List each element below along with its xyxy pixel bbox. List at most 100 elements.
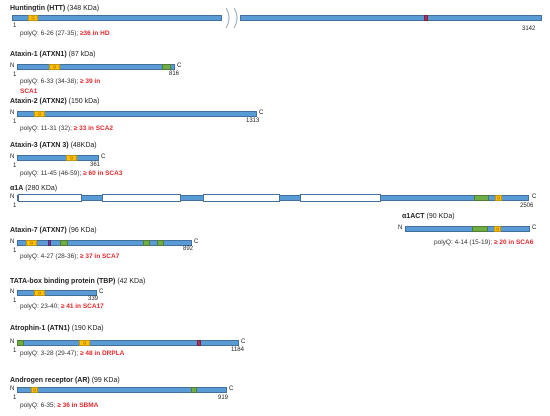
- atn1-title: Atrophin-1 (ATN1) (190 KDa): [10, 324, 104, 333]
- atxn1-c-end-label: 816: [169, 71, 180, 77]
- atxn2-n-terminus: N: [10, 110, 15, 116]
- htt-motif: [424, 15, 428, 21]
- atxn7-c-end-label: 892: [183, 246, 194, 252]
- atxn3-polyq-text: polyQ: 11-45 (46-59); ≥ 60 in SCA3: [20, 170, 123, 177]
- tbp-bar: [17, 290, 97, 296]
- htt-bar-segment-2: [240, 15, 542, 21]
- htt-mass: (348 KDa): [67, 5, 100, 12]
- a1act-green-domain: [472, 226, 488, 232]
- atn1-name: Atrophin-1 (ATN1): [10, 325, 70, 332]
- ar-n-terminus: N: [10, 386, 15, 392]
- a1a-c-end-label: 2506: [520, 203, 534, 209]
- atn1-c-terminus: C: [241, 339, 246, 345]
- tbp-c-end-label: 339: [88, 296, 99, 302]
- atxn7-green-domain-2: [143, 240, 150, 246]
- a1a-repeat-1: [18, 194, 82, 202]
- tbp-c-terminus: C: [99, 289, 104, 295]
- a1act-disease-threshold: ≥ 20 in SCA6: [493, 239, 534, 246]
- atn1-disease-threshold: ≥ 48 in DRPLA: [79, 350, 125, 357]
- atxn1-mass: (87 kDa): [68, 51, 96, 58]
- atxn3-c-terminus: C: [101, 154, 106, 160]
- atxn3-n-start-label: 1: [13, 163, 17, 169]
- atxn3-title: Ataxin-3 (ATXN 3) (48KDa): [10, 141, 97, 150]
- atxn1-disease-line2: SCA1: [20, 88, 38, 95]
- atxn7-n-start-label: 1: [13, 248, 17, 254]
- atxn3-c-end-label: 361: [90, 162, 101, 168]
- atxn1-c-terminus: C: [177, 63, 182, 69]
- tbp-n-terminus: N: [10, 289, 15, 295]
- htt-break-marks: [225, 8, 238, 28]
- a1a-c-terminus: C: [532, 194, 537, 200]
- atxn7-green-domain-1: [60, 240, 68, 246]
- atxn3-polyq-domain: Q: [66, 155, 77, 161]
- a1act-polyq-text: polyQ: 4-14 (15-19); ≥ 20 in SCA6: [434, 239, 534, 246]
- tbp-title: TATA-box binding protein (TBP) (42 KDa): [10, 277, 145, 286]
- tbp-name: TATA-box binding protein (TBP): [10, 278, 116, 285]
- atxn2-disease-threshold: ≥ 33 in SCA2: [73, 125, 114, 132]
- atxn7-bar: [17, 240, 192, 246]
- tbp-mass: (42 KDa): [117, 278, 146, 285]
- atn1-polyq-domain: Q: [79, 340, 90, 346]
- atxn2-c-terminus: C: [259, 110, 264, 116]
- tbp-polyq-domain: Q: [34, 290, 45, 296]
- atxn2-title: Ataxin-2 (ATXN2) (150 kDa): [10, 97, 99, 106]
- atn1-green-domain: [17, 340, 24, 346]
- ar-n-start-label: 1: [13, 395, 17, 401]
- atn1-polyq-text: polyQ: 3-28 (29-47); ≥ 48 in DRPLA: [20, 350, 125, 357]
- htt-bar-segment-1: [12, 15, 222, 21]
- atxn7-green-domain-3: [157, 240, 164, 246]
- a1a-repeat-4: [300, 194, 381, 202]
- ar-disease-threshold: ≥ 36 in SBMA: [57, 402, 99, 409]
- htt-c-end-label: 3142: [522, 26, 536, 32]
- tbp-disease-threshold: ≥ 41 in SCA17: [60, 303, 104, 310]
- atxn7-n-terminus: N: [10, 239, 15, 245]
- htt-name: Huntingtin (HTT): [10, 5, 66, 12]
- atxn3-disease-threshold: ≥ 60 in SCA3: [83, 170, 123, 177]
- atxn7-name: Ataxin-7 (ATXN7): [10, 227, 67, 234]
- atxn2-c-end-label: 1313: [246, 118, 260, 124]
- a1a-mass: (280 KDa): [25, 185, 58, 192]
- atxn2-mass: (150 kDa): [68, 98, 100, 105]
- atn1-c-end-label: 1184: [231, 347, 244, 353]
- atxn1-polyq-domain: Q: [49, 64, 60, 70]
- atxn7-title: Ataxin-7 (ATXN7) (96 KDa): [10, 226, 97, 235]
- a1a-name: α1A: [10, 185, 24, 192]
- atxn1-n-terminus: N: [10, 63, 15, 69]
- tbp-polyq-text: polyQ: 23-40; ≥ 41 in SCA17: [20, 303, 104, 310]
- atxn1-name: Ataxin-1 (ATXN1): [10, 51, 67, 58]
- atxn1-n-start-label: 1: [13, 72, 17, 78]
- a1act-c-terminus: C: [532, 225, 537, 231]
- atn1-motif: [197, 340, 201, 346]
- atn1-mass: (190 KDa): [71, 325, 104, 332]
- atn1-bar: [17, 340, 239, 346]
- a1act-name: α1ACT: [402, 213, 425, 220]
- htt-n-start-label: 1: [13, 23, 17, 29]
- a1act-mass: (90 KDa): [426, 213, 455, 220]
- atxn1-title: Ataxin-1 (ATXN1) (87 kDa): [10, 50, 95, 59]
- atxn7-disease-threshold: ≥ 37 in SCA7: [79, 253, 120, 260]
- atxn1-bar: [17, 64, 175, 70]
- ar-c-terminus: C: [229, 386, 234, 392]
- ar-polyq-text: polyQ: 6-35; ≥ 36 in SBMA: [20, 402, 99, 409]
- ar-title: Androgen receptor (AR) (99 KDa): [10, 376, 120, 385]
- atxn1-green-domain: [162, 64, 171, 70]
- atxn3-n-terminus: N: [10, 154, 15, 160]
- a1a-n-terminus: N: [10, 194, 15, 200]
- atxn1-disease-threshold: ≥ 39 in: [79, 78, 101, 85]
- atxn7-polyq-domain: Q: [26, 240, 37, 246]
- atxn7-mass: (96 KDa): [68, 227, 97, 234]
- atxn2-polyq-domain: Q: [34, 111, 45, 117]
- a1act-title: α1ACT (90 KDa): [402, 212, 455, 221]
- a1a-title: α1A (280 KDa): [10, 184, 57, 193]
- atxn3-bar: [17, 155, 99, 161]
- atxn1-polyq-text: polyQ: 6-33 (34-38); ≥ 39 in: [20, 78, 101, 85]
- a1a-green-domain: [474, 195, 489, 201]
- tbp-n-start-label: 1: [13, 298, 17, 304]
- atn1-n-start-label: 1: [13, 348, 17, 354]
- a1act-polyq-domain: Q: [494, 226, 501, 232]
- atxn3-mass: (48KDa): [70, 142, 97, 149]
- atxn2-bar: [17, 111, 257, 117]
- htt-title: Huntingtin (HTT) (348 KDa): [10, 4, 99, 13]
- htt-disease-threshold: ≥36 in HD: [79, 30, 110, 37]
- ar-c-end-label: 919: [218, 395, 229, 401]
